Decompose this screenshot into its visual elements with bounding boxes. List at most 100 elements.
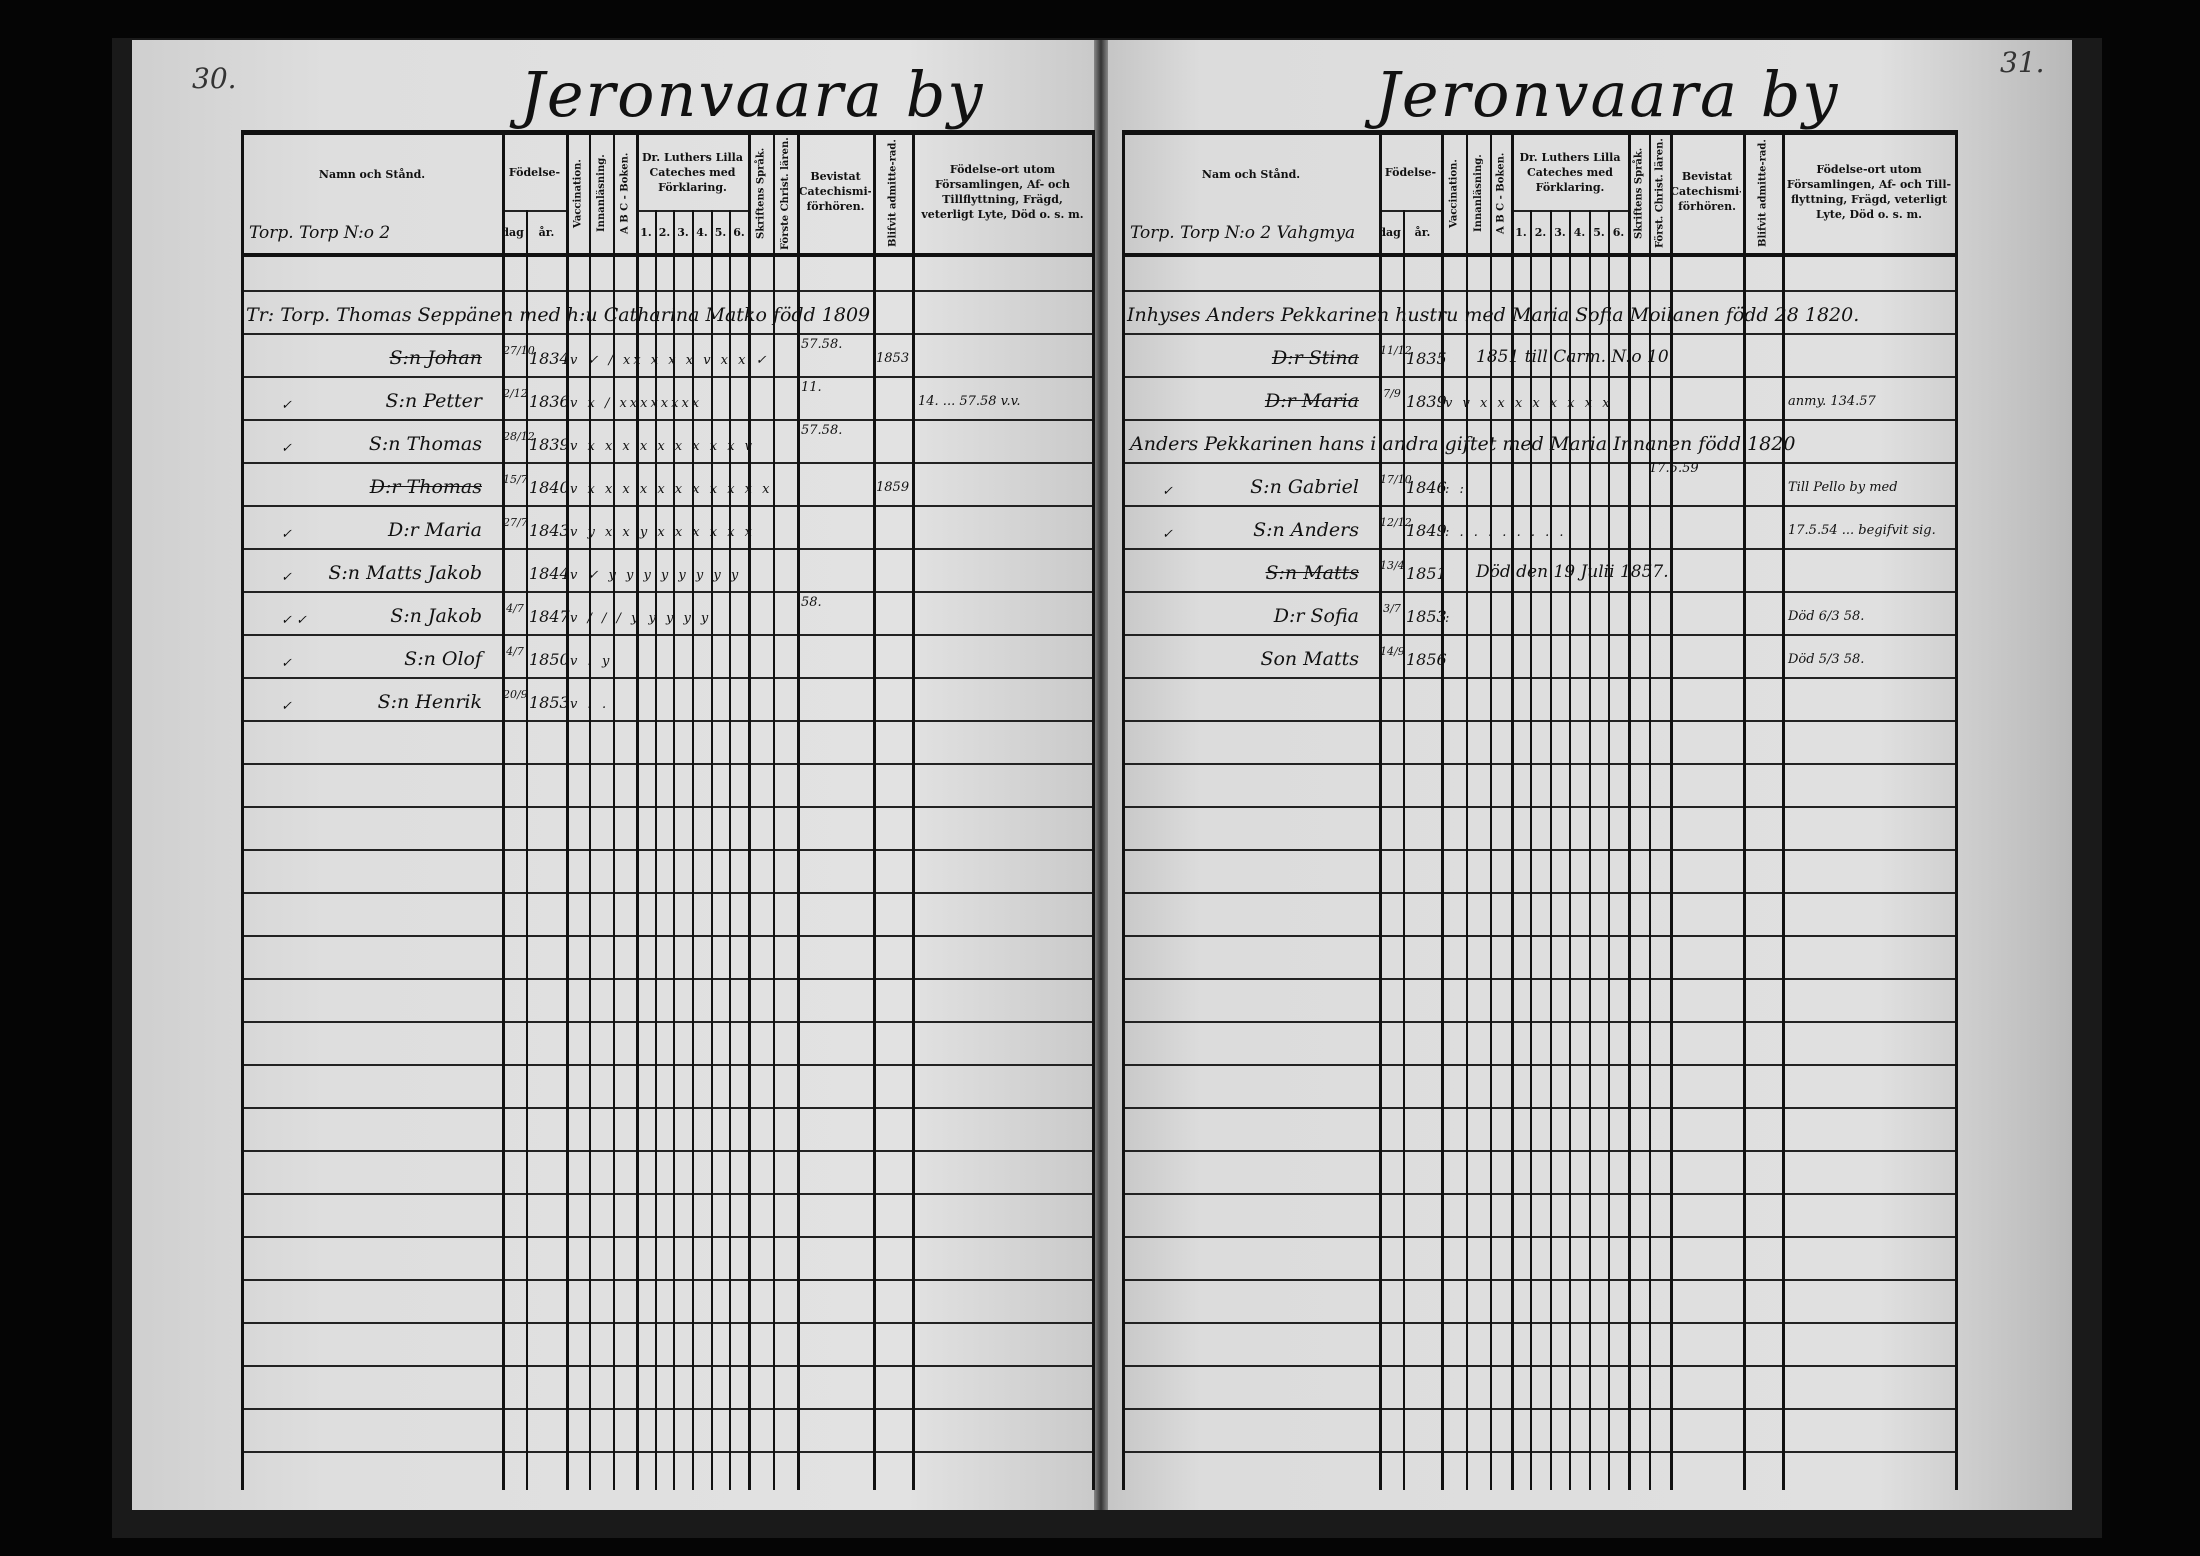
person-name: S:n Henrik bbox=[377, 691, 482, 713]
family-head-entry: Inhyses Anders Pekkarinen hustru med Mar… bbox=[1127, 304, 1860, 326]
column-rule bbox=[1530, 210, 1532, 1490]
check-mark: ✓ ✓ bbox=[281, 613, 307, 628]
column-rule bbox=[1589, 210, 1591, 1490]
catechism-marks: v : . bbox=[570, 697, 610, 712]
column-rule bbox=[1466, 130, 1468, 1490]
row-rule bbox=[1122, 720, 1955, 722]
column-header-luther-nums: 2. bbox=[658, 226, 671, 239]
row-rule bbox=[1122, 1279, 1955, 1281]
column-header-luther-nums: 2. bbox=[1534, 226, 1547, 239]
column-rule bbox=[613, 130, 615, 1490]
column-header-luther-nums: 5. bbox=[1593, 226, 1605, 239]
row-rule bbox=[1122, 1322, 1955, 1324]
row-rule bbox=[241, 1322, 1092, 1324]
birth-day: 3/7 bbox=[1383, 602, 1401, 615]
column-header-name: Namn och Stånd. bbox=[318, 167, 426, 181]
remark: Till Pello by med bbox=[1788, 480, 1898, 495]
row-rule bbox=[241, 806, 1092, 808]
column-rule bbox=[655, 210, 657, 1490]
row-rule bbox=[1122, 1365, 1955, 1367]
column-header-bevistat: Bevistat Catechismi-förhören. bbox=[1673, 170, 1741, 213]
row-rule bbox=[241, 419, 1092, 421]
person-name: D:r Stina bbox=[1271, 347, 1359, 369]
column-header-skriftens: Skriftens Språk. bbox=[1633, 147, 1645, 240]
column-rule bbox=[1403, 210, 1405, 1490]
column-rule bbox=[748, 130, 751, 1490]
column-header-fodelse: Födelse- bbox=[508, 166, 561, 179]
birth-year: 1850 bbox=[529, 650, 570, 669]
column-header-luther: Dr. Luthers Lilla Cateches med Förklarin… bbox=[641, 151, 743, 194]
row-rule bbox=[241, 1365, 1092, 1367]
column-header-name: Nam och Stånd. bbox=[1201, 167, 1301, 181]
row-rule bbox=[241, 1193, 1092, 1195]
catechism-marks: v y x x y x x x x x x bbox=[570, 525, 756, 540]
column-header-forst: Först. Christ. lären. bbox=[1654, 138, 1666, 249]
column-header-ar: år. bbox=[1414, 226, 1431, 239]
column-header-dag: dag. bbox=[1382, 226, 1401, 239]
birth-day: 4/7 bbox=[506, 645, 524, 658]
column-rule bbox=[1608, 210, 1610, 1490]
check-mark: ✓ bbox=[1162, 484, 1173, 499]
column-header-abc: A B C - Boken. bbox=[1495, 152, 1507, 235]
birth-day: 17/10 bbox=[1380, 473, 1412, 486]
person-name: S:n Johan bbox=[389, 347, 482, 369]
admitted-year: 1853 bbox=[876, 351, 910, 366]
row-rule bbox=[1122, 892, 1955, 894]
row-rule bbox=[241, 1451, 1092, 1453]
catechism-marks: v v x x x x x x x x bbox=[1445, 396, 1613, 411]
column-rule bbox=[1670, 130, 1673, 1490]
catechism-marks: v x / xxxxxxxx bbox=[570, 396, 703, 411]
row-rule bbox=[241, 1408, 1092, 1410]
column-header-vaccination: Vaccination. bbox=[1448, 159, 1460, 228]
row-rule bbox=[241, 978, 1092, 980]
birth-year: 1851 bbox=[1406, 564, 1447, 583]
catechism-marks: v ✓ y y y y y y y y bbox=[570, 568, 742, 583]
column-rule bbox=[773, 130, 775, 1490]
column-header-luther-nums: 5. bbox=[714, 226, 727, 239]
row-rule bbox=[1122, 290, 1955, 292]
row-rule bbox=[241, 935, 1092, 937]
row-rule bbox=[1122, 462, 1955, 464]
check-mark: ✓ bbox=[1162, 527, 1173, 542]
header-top-rule bbox=[241, 130, 1092, 135]
check-mark: ✓ bbox=[281, 570, 292, 585]
remark: Död 5/3 58. bbox=[1788, 652, 1865, 667]
column-header-bevistat: Bevistat Catechismi-förhören. bbox=[800, 170, 871, 213]
birth-year: 1847 bbox=[529, 607, 570, 626]
row-rule bbox=[241, 376, 1092, 378]
person-name: S:n Gabriel bbox=[1250, 476, 1359, 498]
page-number-left: 30. bbox=[192, 62, 237, 95]
birth-day: 13/4 bbox=[1380, 559, 1405, 572]
row-rule bbox=[1122, 1150, 1955, 1152]
birth-year: 1840 bbox=[529, 478, 570, 497]
row-rule bbox=[241, 720, 1092, 722]
row-rule bbox=[1122, 591, 1955, 593]
row-rule bbox=[241, 849, 1092, 851]
column-rule bbox=[1649, 130, 1651, 1490]
birth-day: 15/7 bbox=[503, 473, 528, 486]
row-rule bbox=[1122, 376, 1955, 378]
column-header-fodelseort: Födelse-ort utom Församlingen, Af- och T… bbox=[1786, 162, 1952, 221]
birth-year: 1844 bbox=[529, 564, 570, 583]
column-header-dag: dag. bbox=[505, 226, 524, 239]
column-header-luther-nums: 4. bbox=[1573, 226, 1586, 239]
row-rule bbox=[1122, 1193, 1955, 1195]
row-rule bbox=[1122, 1021, 1955, 1023]
person-name: S:n Olof bbox=[404, 648, 482, 670]
header-bottom-rule bbox=[241, 253, 1092, 257]
birth-day: 14/9 bbox=[1380, 645, 1405, 658]
column-header-innanlasning: Innanläsning. bbox=[1473, 154, 1484, 233]
column-header-ar: år. bbox=[538, 226, 555, 239]
examination-years: 57.58. bbox=[801, 423, 843, 438]
column-header-blifvit: Blifvit admitte-rad. bbox=[1757, 139, 1769, 248]
remark: anmy. 134.57 bbox=[1788, 394, 1876, 409]
catechism-marks: v x x x x x x x x x v bbox=[570, 439, 755, 454]
section-label: Torp. Torp N:o 2 Vahgmya bbox=[1130, 223, 1356, 243]
row-rule bbox=[241, 1107, 1092, 1109]
row-rule bbox=[1122, 1451, 1955, 1453]
page-title-left: Jeronvaara by bbox=[520, 58, 985, 131]
book-gutter bbox=[1094, 40, 1108, 1510]
column-rule bbox=[502, 130, 505, 1490]
row-rule bbox=[1122, 419, 1955, 421]
row-rule bbox=[241, 677, 1092, 679]
